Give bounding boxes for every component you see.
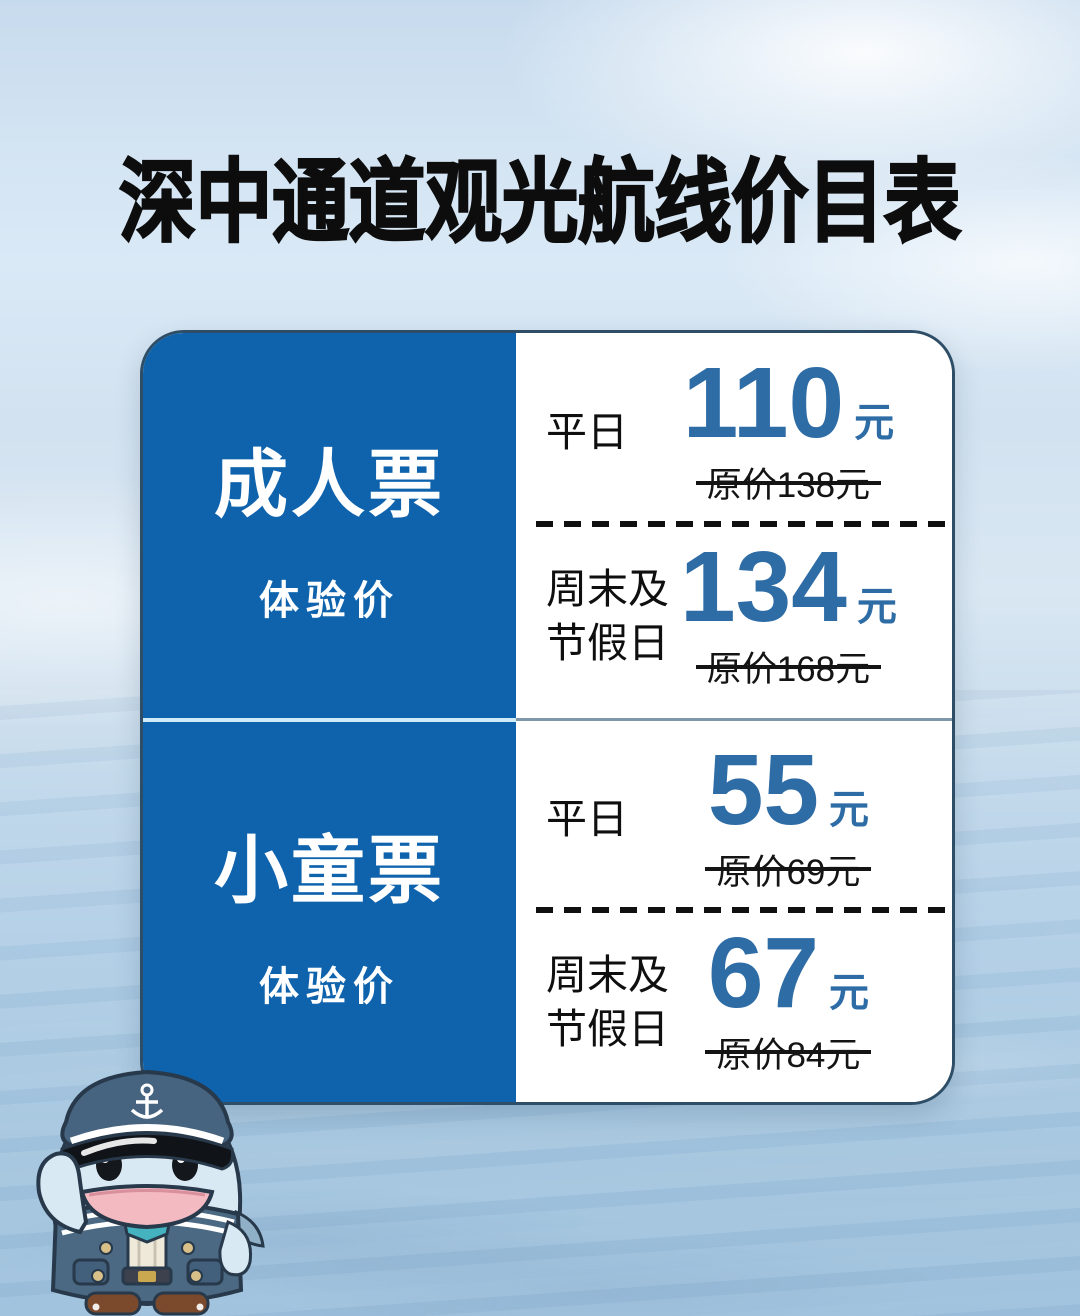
price-main: 67 元	[707, 916, 870, 1029]
price-row-adult-weekend: 周末及 节假日 134 元 原价168元	[532, 527, 952, 705]
category-cell-adult: 成人票 体验价	[143, 333, 516, 718]
category-subtitle: 体验价	[259, 965, 400, 1010]
price-block: 55 元 原价69元	[680, 733, 897, 895]
price-main: 55 元	[707, 733, 870, 846]
sailor-whale-mascot-icon	[36, 1069, 265, 1316]
price-cell-adult: 平日 110 元 原价138元 周末及 节假日 134 元	[516, 333, 952, 718]
price-value: 55	[707, 733, 820, 846]
price-value: 110	[682, 347, 845, 460]
label-line: 平日	[546, 795, 628, 842]
label-line: 节假日	[546, 620, 669, 667]
price-row-child-weekend: 周末及 节假日 67 元 原价84元	[532, 913, 952, 1090]
day-type-label: 周末及 节假日	[546, 948, 680, 1056]
price-block: 67 元 原价84元	[680, 916, 897, 1078]
category-name: 小童票	[214, 829, 445, 913]
day-type-label: 平日	[546, 405, 680, 459]
day-type-label: 周末及 节假日	[546, 562, 680, 670]
price-card: 成人票 体验价 平日 110 元 原价138元 周末及 节假日	[140, 330, 955, 1105]
price-unit: 元	[829, 787, 870, 832]
price-main: 110 元	[682, 347, 895, 460]
original-price-strikethrough: 原价69元	[712, 844, 864, 895]
original-price-strikethrough: 原价138元	[703, 457, 874, 508]
dashed-divider	[536, 521, 952, 528]
label-line: 周末及	[546, 566, 669, 613]
price-row-adult-weekday: 平日 110 元 原价138元	[532, 343, 952, 521]
price-block: 110 元 原价138元	[680, 347, 897, 508]
price-main: 134 元	[680, 531, 897, 644]
price-value: 134	[680, 531, 847, 644]
category-name: 成人票	[214, 442, 445, 526]
price-block: 134 元 原价168元	[680, 531, 897, 692]
dashed-divider	[536, 907, 952, 914]
price-cell-child: 平日 55 元 原价69元 周末及 节假日 67 元	[516, 717, 952, 1102]
label-line: 平日	[546, 409, 628, 456]
poster-title: 深中通道观光航线价目表	[118, 153, 962, 254]
original-price-strikethrough: 原价84元	[712, 1027, 864, 1078]
price-unit: 元	[854, 401, 895, 446]
label-line: 周末及	[546, 951, 669, 998]
price-unit: 元	[856, 585, 897, 630]
label-line: 节假日	[546, 1005, 669, 1052]
price-row-child-weekday: 平日 55 元 原价69元	[532, 731, 952, 908]
original-price-strikethrough: 原价168元	[703, 641, 874, 692]
price-value: 67	[707, 916, 820, 1029]
category-subtitle: 体验价	[259, 578, 400, 623]
price-unit: 元	[829, 970, 870, 1015]
category-cell-child: 小童票 体验价	[143, 717, 516, 1102]
day-type-label: 平日	[546, 792, 680, 846]
